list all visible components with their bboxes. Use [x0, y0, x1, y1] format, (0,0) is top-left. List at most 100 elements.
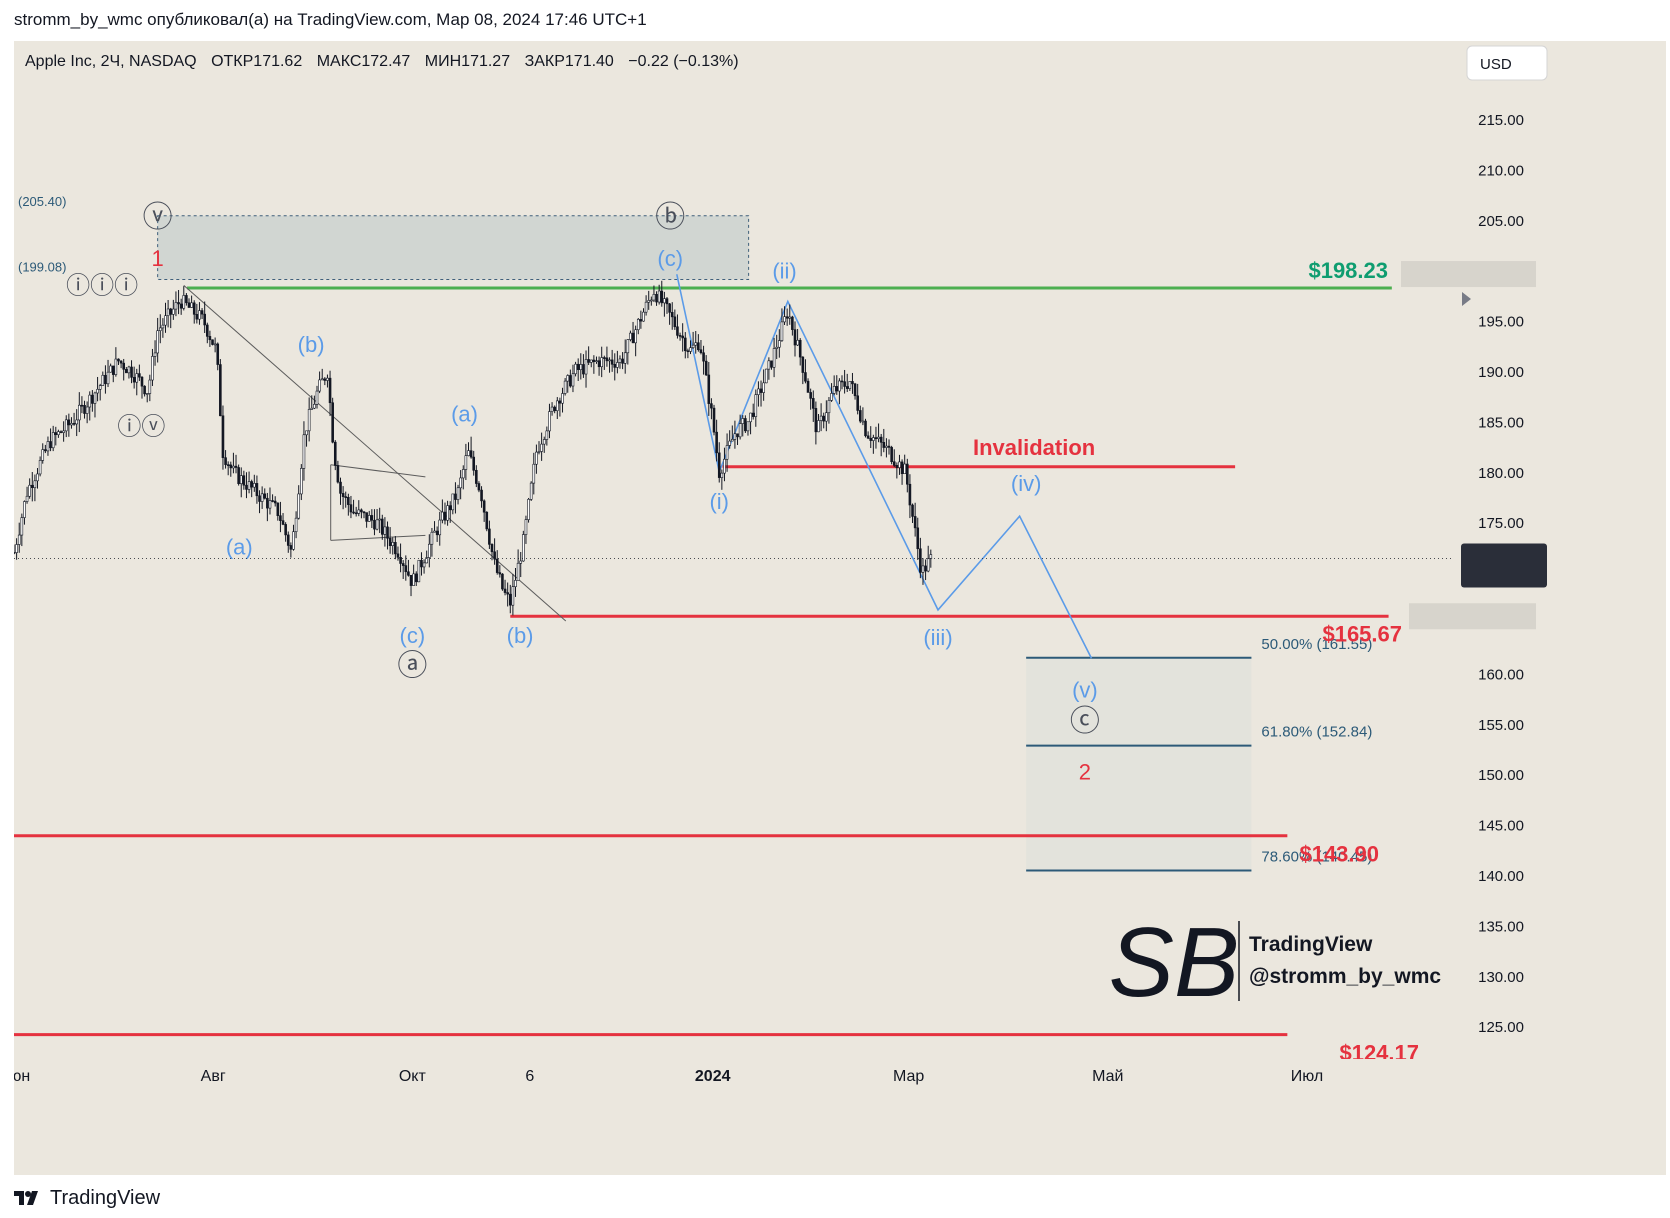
candle-body	[694, 342, 698, 346]
price-chart[interactable]: (205.40) (199.08) 50.00% (161.55) 61.80% (1…	[14, 41, 1666, 1175]
candle-body	[286, 534, 290, 546]
candle-body	[151, 356, 154, 381]
tradingview-logo-icon	[14, 1191, 38, 1205]
candle-body	[464, 455, 468, 470]
candle-body	[751, 412, 755, 417]
candle-body	[192, 302, 196, 315]
candle-body	[156, 330, 159, 354]
candle-body	[412, 573, 415, 586]
candle-body	[336, 465, 340, 483]
candle-body	[838, 380, 841, 392]
candle-body	[352, 511, 355, 514]
candle-body	[132, 377, 136, 383]
candle-body	[493, 551, 496, 560]
candle-body	[477, 483, 481, 491]
candle-body	[830, 393, 833, 401]
candle-body	[848, 381, 852, 389]
y-tick-label: 155.00	[1478, 717, 1524, 734]
wave-label: (c)	[400, 623, 426, 648]
candle-body	[783, 316, 786, 323]
candle-body	[339, 481, 342, 494]
candle-body	[85, 406, 89, 414]
watermark-layer: SB	[1109, 907, 1240, 1017]
candle-body	[738, 423, 742, 438]
candle-body	[647, 300, 651, 303]
candle-body	[785, 316, 789, 319]
candle-body	[266, 497, 269, 509]
x-tick-label: Окт	[399, 1068, 427, 1085]
labels-layer: (205.40) (199.08) 50.00% (161.55) 61.80% (1…	[18, 194, 1538, 1059]
candle-body	[887, 445, 891, 448]
wave-label: (a)	[226, 534, 253, 559]
candle-body	[506, 592, 509, 595]
candle-body	[425, 557, 428, 564]
publisher-line: stromm_by_wmc опубликовал(а) на TradingV…	[14, 10, 647, 29]
candle-body	[618, 358, 622, 363]
candle-body	[25, 495, 29, 502]
candle-body	[187, 302, 191, 308]
x-tick-label: Мар	[893, 1068, 924, 1085]
candle-body	[845, 386, 849, 389]
candle-body	[903, 463, 906, 475]
candle-body	[519, 560, 523, 564]
candle-body	[921, 565, 925, 573]
candle-body	[30, 484, 34, 489]
candle-body	[404, 565, 408, 573]
candle-body	[145, 393, 149, 395]
candle-body	[772, 348, 776, 368]
candle-body	[38, 460, 42, 475]
candle-body	[806, 380, 810, 393]
candle-body	[629, 332, 632, 340]
ohlc-low: МИН171.27	[425, 53, 510, 70]
candle-body	[535, 451, 538, 465]
chart-frame[interactable]: (205.40) (199.08) 50.00% (161.55) 61.80% (1…	[14, 41, 1666, 1175]
footer-brand: TradingView	[50, 1186, 161, 1209]
candle-body	[482, 500, 486, 513]
candle-body	[655, 293, 658, 303]
candle-body	[809, 392, 812, 399]
candle-body	[49, 441, 52, 449]
candle-body	[23, 501, 26, 518]
candle-body	[93, 392, 97, 404]
candle-body	[28, 484, 31, 497]
candle-body	[213, 343, 217, 346]
candle-body	[861, 420, 865, 423]
currency-button[interactable]: USD	[1466, 45, 1548, 81]
wave-label: ⓘⓘⓘ	[66, 272, 138, 299]
candle-body	[62, 430, 65, 433]
candle-body	[864, 420, 867, 437]
candle-body	[600, 357, 604, 368]
candle-body	[307, 409, 311, 432]
candle-body	[443, 511, 447, 521]
candle-body	[109, 365, 112, 373]
candle-body	[895, 465, 899, 468]
candle-body	[448, 505, 452, 511]
candle-body	[331, 402, 334, 443]
y-tick-label: 205.00	[1478, 213, 1524, 230]
ohlc-high: МАКС172.47	[317, 53, 411, 70]
candle-body	[746, 421, 750, 432]
candle-body	[514, 580, 517, 587]
candle-body	[660, 290, 664, 304]
fib-zone	[1026, 657, 1252, 870]
candle-body	[310, 407, 314, 410]
candle-body	[767, 360, 771, 370]
wave-label: (ii)	[772, 258, 796, 283]
candle-body	[276, 502, 280, 516]
candle-body	[524, 519, 528, 535]
candle-body	[333, 441, 337, 466]
candle-body	[485, 511, 489, 530]
green-level-label: $198.23	[1308, 258, 1388, 283]
candle-body	[138, 373, 141, 378]
candle-body	[736, 433, 739, 438]
candle-body	[232, 465, 235, 469]
candle-body	[273, 500, 277, 504]
candle-body	[670, 312, 674, 318]
wave-label: (iv)	[1011, 471, 1042, 496]
last-price-tag-bg	[1461, 543, 1547, 588]
candle-body	[409, 574, 413, 586]
candle-body	[119, 360, 123, 364]
symbol-ohlc-line: Apple Inc, 2Ч, NASDAQ ОТКР171.62 МАКС172…	[25, 53, 739, 70]
candle-body	[44, 449, 47, 452]
candle-body	[70, 423, 73, 426]
